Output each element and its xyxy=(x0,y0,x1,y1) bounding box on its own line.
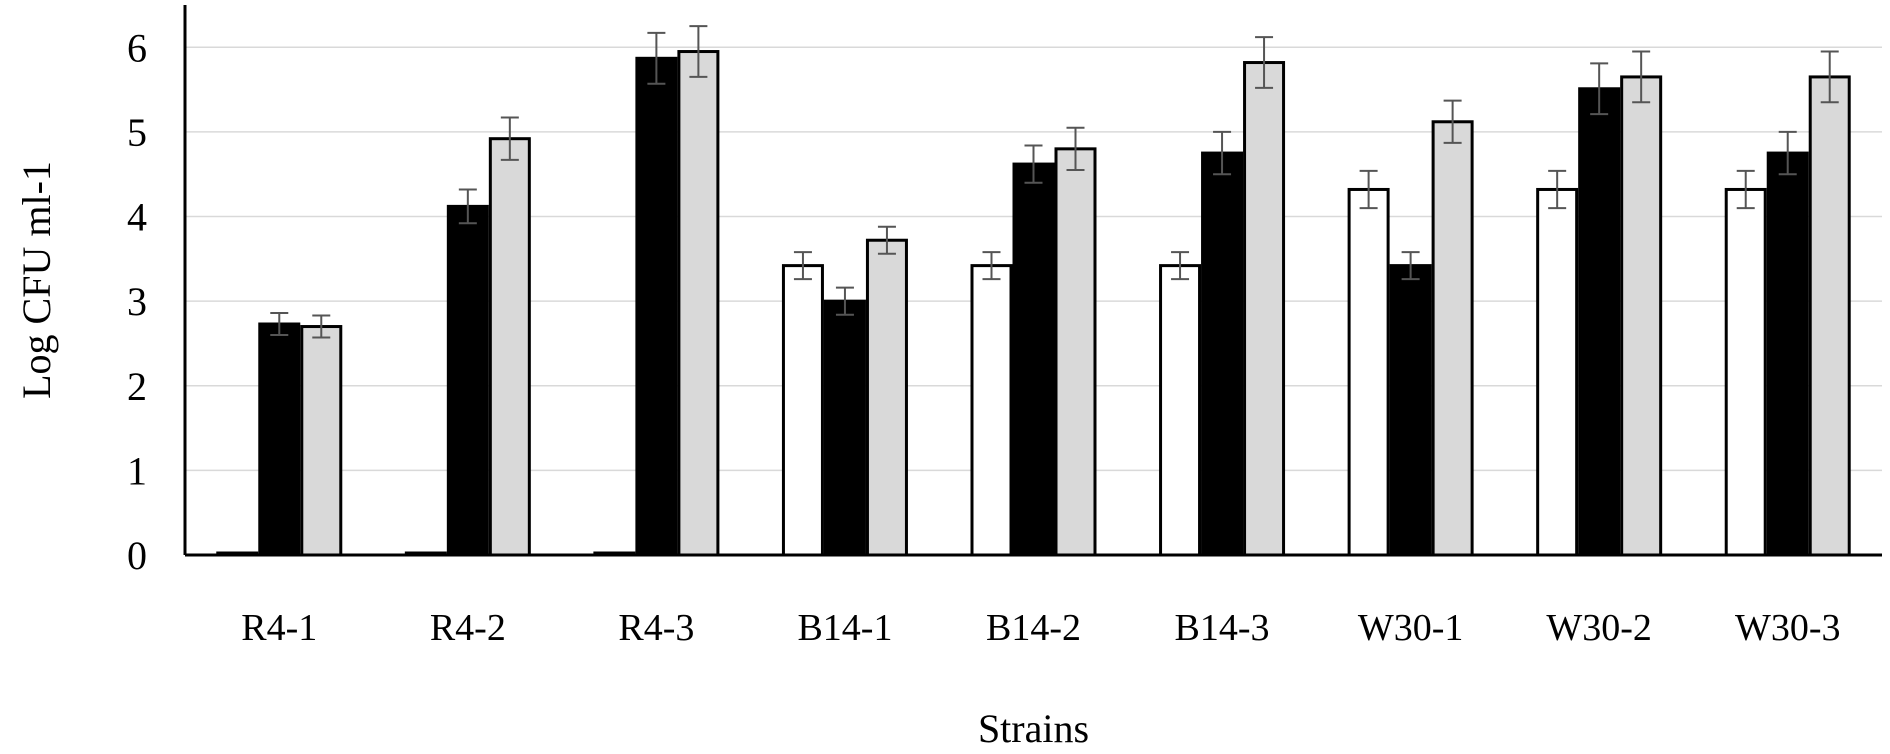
bar-w30-3-s2 xyxy=(1766,151,1809,557)
bar-b14-3-s2 xyxy=(1201,151,1244,557)
bar-r4-1-s3 xyxy=(300,325,343,557)
y-tick-label: 5 xyxy=(127,110,147,155)
bar-b14-1-s3 xyxy=(865,238,908,557)
bar-b14-3-s3 xyxy=(1243,61,1286,557)
x-category-label: R4-3 xyxy=(618,607,694,649)
error-bars xyxy=(270,25,1839,339)
bars xyxy=(216,50,1851,557)
x-category-label: R4-1 xyxy=(241,607,317,649)
x-category-label: W30-3 xyxy=(1735,607,1841,649)
y-tick-label: 1 xyxy=(127,448,147,493)
x-category-label: W30-2 xyxy=(1546,607,1652,649)
y-tick-label: 6 xyxy=(127,25,147,70)
bar-r4-2-s3 xyxy=(488,137,531,557)
y-tick-label: 3 xyxy=(127,279,147,324)
bar-b14-2-s3 xyxy=(1054,147,1097,557)
bar-w30-2-s1 xyxy=(1536,187,1579,557)
x-axis-title: Strains xyxy=(978,706,1089,751)
y-axis-title: Log CFU ml-1 xyxy=(14,161,59,399)
bar-b14-2-s1 xyxy=(970,264,1013,557)
x-category-label: W30-1 xyxy=(1358,607,1464,649)
bar-r4-3-s2 xyxy=(635,56,678,557)
bar-b14-3-s1 xyxy=(1159,264,1202,557)
bar-b14-1-s1 xyxy=(781,264,824,557)
bar-w30-3-s3 xyxy=(1808,75,1851,557)
bar-w30-1-s2 xyxy=(1389,264,1432,557)
y-tick-label: 2 xyxy=(127,364,147,409)
bar-w30-1-s1 xyxy=(1347,187,1390,557)
bar-r4-1-s2 xyxy=(258,322,301,557)
bar-r4-3-s3 xyxy=(677,50,720,557)
bar-w30-2-s3 xyxy=(1620,75,1663,557)
bar-b14-1-s2 xyxy=(823,299,866,557)
bar-b14-2-s2 xyxy=(1012,162,1055,557)
bar-r4-2-s2 xyxy=(446,204,489,557)
x-category-label: B14-1 xyxy=(797,607,892,649)
x-category-label: B14-2 xyxy=(986,607,1081,649)
bar-w30-3-s1 xyxy=(1724,187,1767,557)
bar-w30-1-s3 xyxy=(1431,120,1474,557)
y-tick-label: 4 xyxy=(127,195,147,240)
bar-w30-2-s2 xyxy=(1578,87,1621,557)
y-tick-label: 0 xyxy=(127,533,147,578)
y-tick-labels: 0 1 2 3 4 5 6 xyxy=(127,25,147,578)
axes xyxy=(183,5,1882,557)
x-category-labels: R4-1 R4-2 R4-3 B14-1 B14-2 B14-3 W30-1 W30-2 W30… xyxy=(241,607,1840,649)
x-category-label: B14-3 xyxy=(1175,607,1270,649)
x-category-label: R4-2 xyxy=(430,607,506,649)
